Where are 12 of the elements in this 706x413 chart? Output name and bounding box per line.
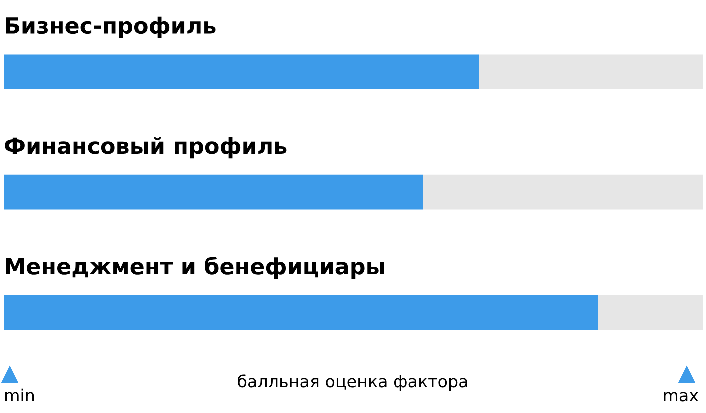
bar [423, 174, 703, 210]
y-tick-label: Менеджмент и бенефициары [6, 256, 384, 280]
bar [4, 295, 598, 330]
text: min [6, 388, 34, 402]
text: max [664, 392, 698, 402]
x-axis-title: балльная оценка фактора [238, 374, 468, 391]
bar [598, 295, 703, 330]
bar [479, 54, 703, 90]
bar [4, 54, 480, 90]
bar [4, 174, 424, 210]
y-tick-label: Финансовый профиль [5, 137, 287, 159]
y-tick-label: Бизнес-профиль [6, 16, 216, 38]
